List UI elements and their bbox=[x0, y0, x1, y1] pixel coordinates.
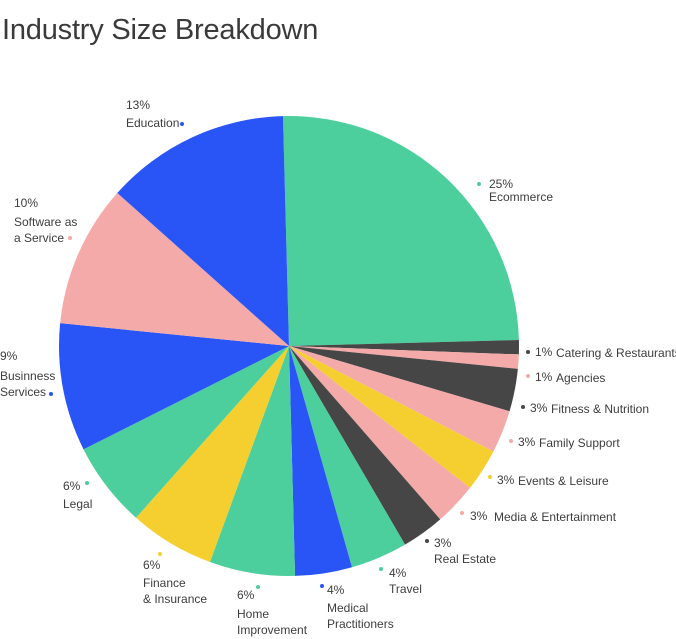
pie-slice-medical-practitioners bbox=[289, 346, 353, 576]
pie-slice-education bbox=[117, 116, 290, 346]
data-label-name-finance-and-insurance-line-1: Finance bbox=[143, 576, 186, 590]
label-dot-real-estate bbox=[425, 539, 429, 543]
label-dot-legal bbox=[85, 481, 89, 485]
data-label-pct-media-and-entertainment: 3% bbox=[470, 509, 488, 523]
label-dot-travel bbox=[379, 567, 383, 571]
pie-slice-events-and-leisure bbox=[289, 346, 494, 488]
pie-slice-finance-and-insurance bbox=[136, 346, 289, 562]
label-dot-businness-services bbox=[49, 392, 53, 396]
label-dot-ecommerce bbox=[477, 182, 481, 186]
data-label-pct-travel: 4% bbox=[389, 566, 407, 580]
data-label-name-software-as-a-service-line-1: Software as bbox=[14, 215, 77, 229]
data-label-name-legal: Legal bbox=[63, 497, 92, 511]
pie-slices bbox=[59, 116, 520, 576]
data-label-pct-education: 13% bbox=[126, 98, 150, 112]
label-dot-education bbox=[180, 122, 184, 126]
data-label-pct-ecommerce: 25% bbox=[489, 177, 513, 191]
pie-slice-family-support bbox=[289, 346, 510, 452]
pie-slice-agencies bbox=[289, 346, 519, 369]
data-label-name-home-improvement-line-2: Improvement bbox=[237, 623, 308, 637]
data-label-pct-family-support: 3% bbox=[518, 435, 536, 449]
data-label-pct-medical-practitioners: 4% bbox=[327, 583, 345, 597]
pie-slice-businness-services bbox=[59, 323, 289, 450]
pie-slice-real-estate bbox=[289, 346, 441, 545]
label-dot-fitness-and-nutrition bbox=[521, 405, 525, 409]
data-label-name-education: Education bbox=[126, 116, 179, 130]
data-label-pct-legal: 6% bbox=[63, 479, 81, 493]
data-label-name-agencies: Agencies bbox=[556, 371, 605, 385]
pie-slice-legal bbox=[83, 346, 290, 518]
pie-slice-ecommerce bbox=[282, 116, 519, 346]
data-label-pct-fitness-and-nutrition: 3% bbox=[530, 401, 548, 415]
data-label-name-ecommerce: Ecommerce bbox=[489, 190, 553, 204]
data-label-name-family-support: Family Support bbox=[539, 436, 620, 450]
data-label-name-catering-and-restaurants: Catering & Restaurants bbox=[556, 346, 676, 360]
pie-slice-software-as-a-service bbox=[60, 193, 289, 346]
pie-slice-fitness-and-nutrition bbox=[289, 346, 518, 412]
data-label-name-fitness-and-nutrition: Fitness & Nutrition bbox=[551, 402, 649, 416]
label-dot-medical-practitioners bbox=[320, 584, 324, 588]
data-label-name-media-and-entertainment: Media & Entertainment bbox=[494, 510, 617, 524]
data-label-name-travel: Travel bbox=[389, 582, 422, 596]
label-dot-media-and-entertainment bbox=[460, 511, 464, 515]
pie-slice-home-improvement bbox=[209, 346, 296, 576]
data-label-name-businness-services-line-1: Businness bbox=[0, 369, 55, 383]
data-label-name-software-as-a-service-line-2: a Service bbox=[14, 231, 64, 245]
data-label-pct-home-improvement: 6% bbox=[237, 588, 255, 602]
label-dot-family-support bbox=[509, 439, 513, 443]
label-dot-catering-and-restaurants bbox=[526, 350, 530, 354]
data-label-name-businness-services-line-2: Services bbox=[0, 385, 46, 399]
label-dot-events-and-leisure bbox=[488, 475, 492, 479]
data-label-name-events-and-leisure: Events & Leisure bbox=[518, 474, 609, 488]
label-dot-software-as-a-service bbox=[68, 236, 72, 240]
label-dot-agencies bbox=[526, 374, 530, 378]
data-label-pct-catering-and-restaurants: 1% bbox=[535, 345, 553, 359]
page-title: Industry Size Breakdown bbox=[2, 14, 319, 46]
data-label-pct-agencies: 1% bbox=[535, 370, 553, 384]
pie-slice-catering-and-restaurants bbox=[289, 339, 520, 355]
data-label-name-medical-practitioners-line-2: Practitioners bbox=[327, 617, 394, 631]
data-label-name-medical-practitioners-line-1: Medical bbox=[327, 601, 368, 615]
label-dot-home-improvement bbox=[256, 585, 260, 589]
label-dot-finance-and-insurance bbox=[158, 552, 162, 556]
pie-slice-media-and-entertainment bbox=[289, 346, 470, 520]
data-label-pct-software-as-a-service: 10% bbox=[14, 196, 38, 210]
data-label-name-home-improvement-line-1: Home bbox=[237, 607, 269, 621]
data-label-pct-real-estate: 3% bbox=[434, 536, 452, 550]
data-label-name-finance-and-insurance-line-2: & Insurance bbox=[143, 592, 207, 606]
data-label-name-real-estate: Real Estate bbox=[434, 552, 496, 566]
data-label-pct-events-and-leisure: 3% bbox=[497, 473, 515, 487]
pie-slice-travel bbox=[289, 346, 406, 568]
data-label-pct-finance-and-insurance: 6% bbox=[143, 558, 161, 572]
data-label-pct-businness-services: 9% bbox=[0, 349, 18, 363]
